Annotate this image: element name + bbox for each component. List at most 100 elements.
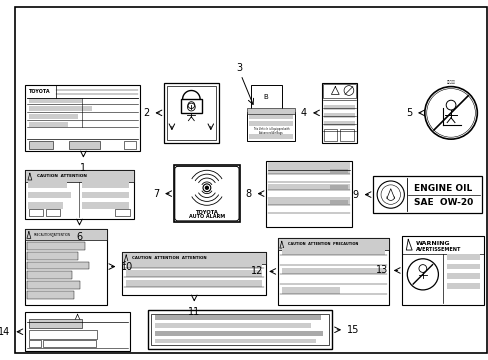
Bar — [25, 170, 134, 182]
Text: CAUTION  ATTENTION: CAUTION ATTENTION — [37, 174, 86, 178]
Bar — [82, 181, 129, 188]
Bar — [402, 237, 483, 254]
Bar — [167, 86, 215, 140]
Bar — [27, 252, 78, 260]
Bar — [267, 184, 349, 190]
Bar — [323, 129, 337, 141]
Text: PRECAUTION・ATTENTION: PRECAUTION・ATTENTION — [34, 233, 71, 237]
Bar — [267, 176, 349, 182]
Bar — [248, 134, 293, 139]
Bar — [147, 310, 332, 349]
Text: 11: 11 — [188, 307, 200, 318]
Text: 3: 3 — [236, 63, 242, 73]
Bar — [82, 202, 129, 209]
Text: 7: 7 — [153, 189, 159, 199]
Bar — [446, 254, 479, 260]
Bar — [173, 165, 240, 222]
Bar — [29, 141, 53, 149]
Bar — [126, 261, 262, 267]
Text: 14: 14 — [0, 327, 10, 337]
Text: AVERTISSEMENT: AVERTISSEMENT — [415, 247, 461, 252]
Bar — [29, 98, 82, 103]
Bar — [25, 229, 106, 305]
Bar — [267, 199, 349, 205]
Bar — [330, 185, 347, 189]
Bar — [25, 85, 140, 151]
Bar — [330, 201, 347, 204]
Bar — [27, 262, 89, 270]
Bar — [29, 330, 97, 338]
Text: CAUTION  ATTENTION  PRECAUTION: CAUTION ATTENTION PRECAUTION — [287, 242, 357, 246]
Text: 8: 8 — [245, 189, 251, 199]
Text: ENGINE OIL: ENGINE OIL — [413, 184, 471, 193]
Text: 12: 12 — [250, 266, 263, 276]
Bar — [281, 277, 377, 284]
Bar — [126, 280, 262, 287]
Bar — [27, 281, 81, 289]
Bar — [82, 192, 129, 198]
Bar — [246, 112, 295, 141]
Text: Advanced Air Bags: Advanced Air Bags — [259, 131, 283, 135]
Bar — [29, 122, 68, 126]
Bar — [126, 270, 262, 277]
Bar — [28, 202, 63, 209]
Bar — [281, 258, 372, 265]
Bar — [155, 331, 322, 336]
Bar — [446, 273, 479, 279]
Bar — [155, 323, 310, 328]
Bar — [277, 238, 388, 250]
Bar — [122, 252, 265, 295]
Bar — [124, 141, 136, 149]
Bar — [164, 83, 218, 143]
Bar — [446, 283, 479, 289]
Bar — [27, 271, 72, 279]
Bar — [265, 161, 351, 227]
Bar — [248, 121, 293, 126]
Bar — [248, 114, 293, 119]
Bar — [180, 99, 202, 113]
Bar — [323, 121, 354, 126]
Bar — [155, 315, 320, 320]
Bar — [27, 242, 85, 250]
Bar — [25, 229, 106, 240]
Bar — [281, 287, 340, 294]
Bar — [322, 84, 355, 98]
Text: This Vehicle is Equipped with: This Vehicle is Equipped with — [252, 127, 289, 131]
Bar — [246, 108, 295, 114]
Text: 2: 2 — [143, 108, 149, 118]
Bar — [46, 209, 60, 216]
Text: CAUTION  ATTENTION  ATTENTION: CAUTION ATTENTION ATTENTION — [132, 256, 206, 260]
Bar — [29, 319, 82, 328]
Text: 15: 15 — [346, 325, 359, 335]
Bar — [29, 209, 42, 216]
Bar — [281, 248, 384, 255]
Bar — [323, 113, 354, 118]
Bar — [122, 252, 265, 264]
Bar — [330, 169, 347, 173]
Bar — [250, 85, 281, 110]
Bar — [151, 314, 328, 345]
Text: TOYOTA: TOYOTA — [29, 89, 50, 94]
Bar — [29, 106, 92, 111]
Bar — [29, 339, 41, 347]
Text: 5: 5 — [405, 108, 411, 118]
Text: 13: 13 — [375, 265, 387, 275]
Bar — [42, 339, 96, 347]
Bar — [29, 114, 78, 119]
Text: 10: 10 — [121, 262, 133, 271]
Bar — [340, 129, 353, 141]
Text: WARNING: WARNING — [415, 241, 450, 246]
Bar — [27, 291, 74, 299]
Bar — [281, 267, 384, 274]
Bar — [114, 209, 130, 216]
Text: 4: 4 — [300, 108, 306, 118]
Bar — [323, 105, 354, 110]
Text: 6: 6 — [76, 231, 82, 242]
Text: AUTO ALARM: AUTO ALARM — [188, 214, 224, 219]
Text: 1: 1 — [80, 163, 86, 174]
Bar — [321, 83, 356, 143]
Text: TOYOTA: TOYOTA — [195, 210, 218, 215]
Circle shape — [205, 186, 208, 189]
Text: SAE  OW-20: SAE OW-20 — [413, 198, 472, 207]
Text: エアバッグ: エアバッグ — [446, 81, 454, 85]
